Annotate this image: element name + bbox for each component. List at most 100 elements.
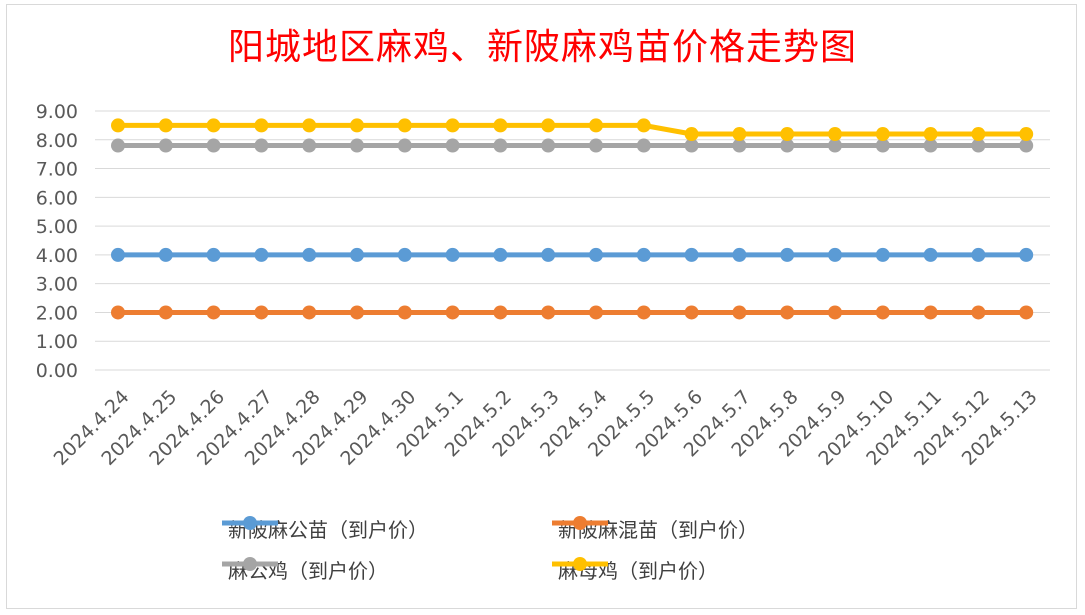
data-point [445,118,460,133]
data-point [636,305,651,320]
data-point [1019,138,1034,153]
data-point [493,247,508,262]
legend-marker-icon [222,516,278,530]
data-point [875,138,890,153]
data-point [828,305,842,320]
data-point [923,127,938,142]
data-point [636,138,651,153]
legend-item: 麻公鸡（到户价） [220,555,388,584]
data-point [780,138,795,153]
data-point [589,247,603,262]
data-point [923,138,938,153]
data-point [636,118,651,133]
data-point [302,118,317,133]
data-point [971,247,986,262]
legend-item: 新陂麻公苗（到户价） [220,514,428,543]
y-tick-label: 9.00 [36,101,78,123]
data-point [828,138,842,153]
data-point [780,247,795,262]
data-point [1019,305,1034,320]
data-point [111,138,125,153]
data-point [732,305,747,320]
data-point [445,305,460,320]
data-point [875,127,890,142]
data-point [684,138,699,153]
data-point [206,247,221,262]
data-point [971,127,986,142]
data-point [302,138,317,153]
data-point [971,138,986,153]
data-point [254,118,269,133]
data-point [397,305,412,320]
data-point [206,118,221,133]
data-point [254,247,269,262]
data-point [923,305,938,320]
y-tick-label: 2.00 [36,302,78,324]
data-point [302,305,317,320]
series [111,118,1034,142]
data-point [158,247,173,262]
chart-title: 阳城地区麻鸡、新陂麻鸡苗价格走势图 [227,27,857,68]
data-point [541,118,556,133]
data-point [875,247,890,262]
data-point [1019,247,1034,262]
y-tick-label: 0.00 [36,360,78,382]
data-point [636,247,651,262]
data-point [780,127,795,142]
data-point [541,247,556,262]
data-point [828,127,842,142]
legend-marker-icon [222,557,278,571]
data-point [541,305,556,320]
data-point [254,305,269,320]
data-point [206,138,221,153]
y-tick-label: 8.00 [36,130,78,152]
x-axis-ticks: 2024.4.242024.4.252024.4.262024.4.272024… [50,386,1042,470]
y-tick-label: 5.00 [36,216,78,238]
data-point [397,118,412,133]
data-point [589,118,603,133]
legend-item: 麻母鸡（到户价） [550,555,718,584]
data-point [350,138,364,153]
grid-lines [95,110,1050,371]
data-point [732,127,747,142]
data-point [206,305,221,320]
data-point [350,305,364,320]
series [111,305,1034,320]
data-point [254,138,269,153]
data-point [302,247,317,262]
data-point [541,138,556,153]
data-point [111,247,125,262]
data-point [589,305,603,320]
data-point [111,305,125,320]
legend-marker-icon [552,557,608,571]
data-point [780,305,795,320]
y-tick-label: 3.00 [36,274,78,296]
data-point [493,138,508,153]
chart-frame [6,4,1077,609]
y-tick-label: 6.00 [36,187,78,209]
series-line [118,122,1027,137]
y-tick-label: 7.00 [36,159,78,181]
data-point [493,118,508,133]
data-point [875,305,890,320]
data-point [158,138,173,153]
data-point [350,118,364,133]
y-axis-ticks: 0.00 1.00 2.00 3.00 4.00 5.00 6.00 7.00 8.00 9.00 [36,101,78,382]
data-point [732,247,747,262]
legend-marker-icon [552,516,608,530]
data-point [397,247,412,262]
series-lines [111,118,1034,320]
data-point [445,247,460,262]
data-point [828,247,842,262]
series [111,138,1034,153]
data-point [923,247,938,262]
data-point [971,305,986,320]
data-point [493,305,508,320]
data-point [684,305,699,320]
data-point [397,138,412,153]
y-tick-label: 1.00 [36,331,78,353]
legend-item: 新陂麻混苗（到户价） [550,514,758,543]
data-point [684,127,699,142]
data-point [589,138,603,153]
